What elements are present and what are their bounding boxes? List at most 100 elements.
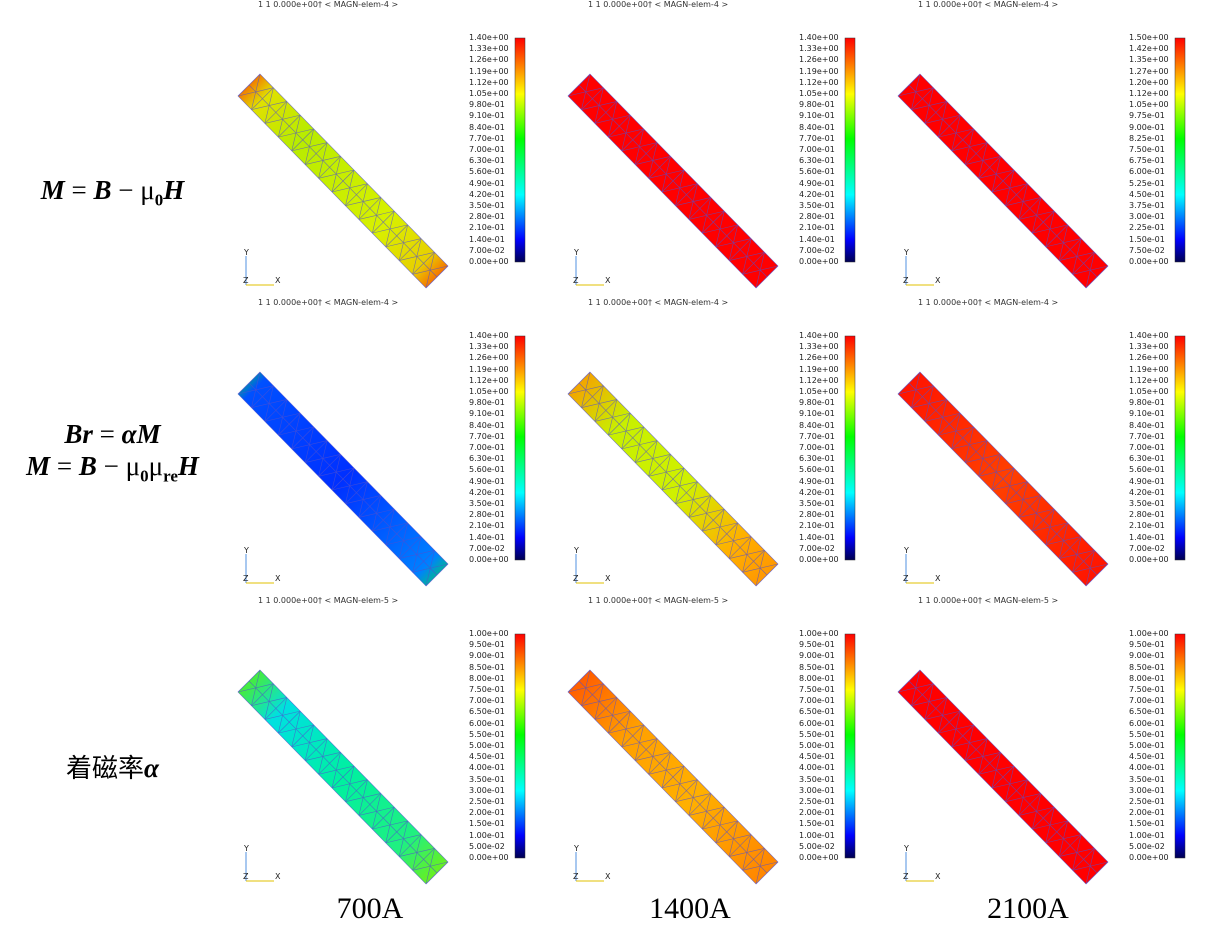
- axis-y-label: Y: [243, 844, 249, 853]
- axis-z-label: Z: [903, 276, 909, 285]
- colorbar-tick-label: 4.20e-01: [1129, 487, 1165, 497]
- axis-triad: Y Z X: [573, 844, 611, 882]
- colorbar-tick-label: 1.05e+00: [799, 89, 839, 98]
- panel-header-prefix: 1 1 0.000e+00† <: [588, 596, 664, 605]
- row-label-remanence: Br = αM M = B − μ0μreH: [0, 418, 225, 492]
- contour-panel: 1 1 0.000e+00† < MAGN-elem-5 > Y Z X 1.00e+0…: [567, 596, 898, 900]
- colorbar-tick-label: 6.30e-01: [799, 156, 835, 166]
- colorbar-tick-label: 7.00e-01: [1129, 696, 1165, 706]
- row-label-magnetization-rate: 着磁率α: [0, 752, 225, 785]
- colorbar-tick-label: 2.80e-01: [799, 212, 835, 222]
- colorbar-tick-label: 1.19e+00: [469, 66, 509, 76]
- panel-header-field: MAGN-elem-4 >: [993, 0, 1059, 9]
- colorbar-tick-label: 1.26e+00: [469, 353, 509, 363]
- colorbar-tick-label: 2.80e-01: [469, 510, 505, 520]
- axis-z-label: Z: [573, 574, 579, 583]
- panel-header: 1 1 0.000e+00† < MAGN-elem-4 >: [258, 0, 398, 9]
- panel-header-field: MAGN-elem-4 >: [663, 0, 729, 9]
- colorbar-tick-label: 1.00e+00: [469, 629, 509, 638]
- colorbar: [1174, 335, 1186, 561]
- panel-header: 1 1 0.000e+00† < MAGN-elem-5 >: [258, 596, 398, 605]
- mesh-lines: [567, 669, 779, 885]
- contour-panel: 1 1 0.000e+00† < MAGN-elem-5 > Y Z X 1.00e+0…: [237, 596, 568, 900]
- colorbar-tick-label: 1.05e+00: [469, 387, 509, 396]
- colorbar-tick-label: 4.90e-01: [469, 476, 505, 486]
- remanence-line-1: Br = αM: [0, 418, 225, 450]
- colorbar-tick-label: 4.50e-01: [1129, 189, 1165, 199]
- colorbar-tick-label: 2.10e-01: [799, 223, 835, 233]
- panel-header-field: MAGN-elem-4 >: [993, 298, 1059, 307]
- colorbar-tick-label: 1.00e+00: [799, 629, 839, 638]
- colorbar-tick-label: 4.50e-01: [799, 752, 835, 762]
- panel-header: 1 1 0.000e+00† < MAGN-elem-4 >: [918, 298, 1058, 307]
- axis-x-label: X: [275, 872, 281, 881]
- colorbar-tick-label: 3.50e-01: [469, 499, 505, 508]
- subscript-re: re: [163, 466, 178, 486]
- contour-panel: 1 1 0.000e+00† < MAGN-elem-4 > Y Z X 1.40e+0…: [567, 0, 898, 304]
- colorbar-tick-label: 8.50e-01: [1129, 662, 1165, 672]
- colorbar-tick-label: 1.50e-01: [1129, 819, 1165, 829]
- colorbar-tick-label: 1.26e+00: [799, 353, 839, 363]
- colorbar-tick-label: 1.19e+00: [1129, 364, 1169, 374]
- symbol-alpha: α: [144, 753, 159, 783]
- colorbar-tick-label: 8.40e-01: [799, 122, 835, 132]
- contour-panel: 1 1 0.000e+00† < MAGN-elem-4 > Y Z X 1.40e+0…: [237, 0, 568, 304]
- colorbar-tick-label: 1.40e+00: [469, 331, 509, 340]
- colorbar-tick-label: 8.00e-01: [469, 673, 505, 683]
- colorbar-tick-label: 5.25e-01: [1129, 178, 1165, 188]
- mesh-lines: [567, 371, 779, 587]
- colorbar-tick-label: 7.50e-02: [1129, 245, 1165, 255]
- colorbar-tick-label: 4.20e-01: [799, 487, 835, 497]
- contour-svg: Y Z X: [897, 633, 1186, 885]
- colorbar-tick-label: 5.00e-02: [469, 841, 505, 851]
- colorbar-tick-label: 7.00e-01: [799, 443, 835, 452]
- colorbar-tick-label: 5.60e-01: [799, 465, 835, 475]
- colorbar-tick-label: 1.40e-01: [469, 234, 505, 244]
- contour-panel: 1 1 0.000e+00† < MAGN-elem-4 > Y Z X 1.50e+0…: [897, 0, 1228, 304]
- symbol-b: B: [78, 451, 97, 481]
- colorbar-tick-label: 6.50e-01: [799, 707, 835, 717]
- colorbar-tick-label: 8.00e-01: [799, 673, 835, 683]
- colorbar-tick-label: 5.60e-01: [469, 465, 505, 475]
- symbol-m: M: [40, 175, 65, 205]
- colorbar-tick-label: 1.40e-01: [1129, 532, 1165, 542]
- colorbar-tick-label: 0.00e+00: [799, 853, 839, 862]
- colorbar-tick-label: 9.00e-01: [1129, 651, 1165, 661]
- panel-header-prefix: 1 1 0.000e+00† <: [918, 298, 994, 307]
- colorbar-tick-label: 1.12e+00: [469, 375, 509, 385]
- mesh-lines: [567, 73, 779, 289]
- colorbar-tick-label: 4.90e-01: [469, 178, 505, 188]
- contour-svg: Y Z X: [237, 633, 526, 885]
- colorbar-tick-label: 1.33e+00: [469, 342, 509, 352]
- colorbar-tick-label: 1.40e-01: [799, 532, 835, 542]
- subscript-0: 0: [140, 466, 149, 486]
- colorbar-tick-label: 6.00e-01: [799, 718, 835, 728]
- colorbar-tick-label: 1.19e+00: [799, 66, 839, 76]
- colorbar-tick-label: 7.00e-02: [1129, 543, 1165, 553]
- colorbar-tick-label: 1.50e-01: [799, 819, 835, 829]
- axis-x-label: X: [935, 574, 941, 583]
- colorbar-tick-label: 1.20e+00: [1129, 77, 1169, 87]
- colorbar-tick-label: 9.00e-01: [1129, 122, 1165, 132]
- colorbar-tick-label: 7.50e-01: [469, 685, 505, 694]
- colorbar-tick-label: 2.25e-01: [1129, 223, 1165, 233]
- colorbar-tick-label: 2.10e-01: [469, 521, 505, 531]
- colorbar-tick-label: 0.00e+00: [1129, 257, 1169, 266]
- axis-x-label: X: [935, 872, 941, 881]
- colorbar-tick-label: 2.10e-01: [1129, 521, 1165, 531]
- colorbar-tick-label: 9.10e-01: [799, 409, 835, 419]
- colorbar-tick-label: 4.20e-01: [469, 487, 505, 497]
- colorbar-tick-label: 0.00e+00: [799, 555, 839, 564]
- colorbar-tick-label: 1.19e+00: [469, 364, 509, 374]
- colorbar-tick-label: 7.70e-01: [799, 431, 835, 441]
- colorbar-tick-label: 8.50e-01: [469, 662, 505, 672]
- panel-header-prefix: 1 1 0.000e+00† <: [918, 0, 994, 9]
- colorbar-tick-label: 5.60e-01: [469, 167, 505, 177]
- colorbar-tick-label: 2.10e-01: [469, 223, 505, 233]
- axis-x-label: X: [935, 276, 941, 285]
- colorbar-tick-label: 1.05e+00: [1129, 387, 1169, 396]
- colorbar-tick-label: 8.40e-01: [469, 122, 505, 132]
- colorbar-tick-label: 9.10e-01: [799, 111, 835, 121]
- symbol-m: M: [136, 419, 161, 449]
- axis-z-label: Z: [243, 574, 249, 583]
